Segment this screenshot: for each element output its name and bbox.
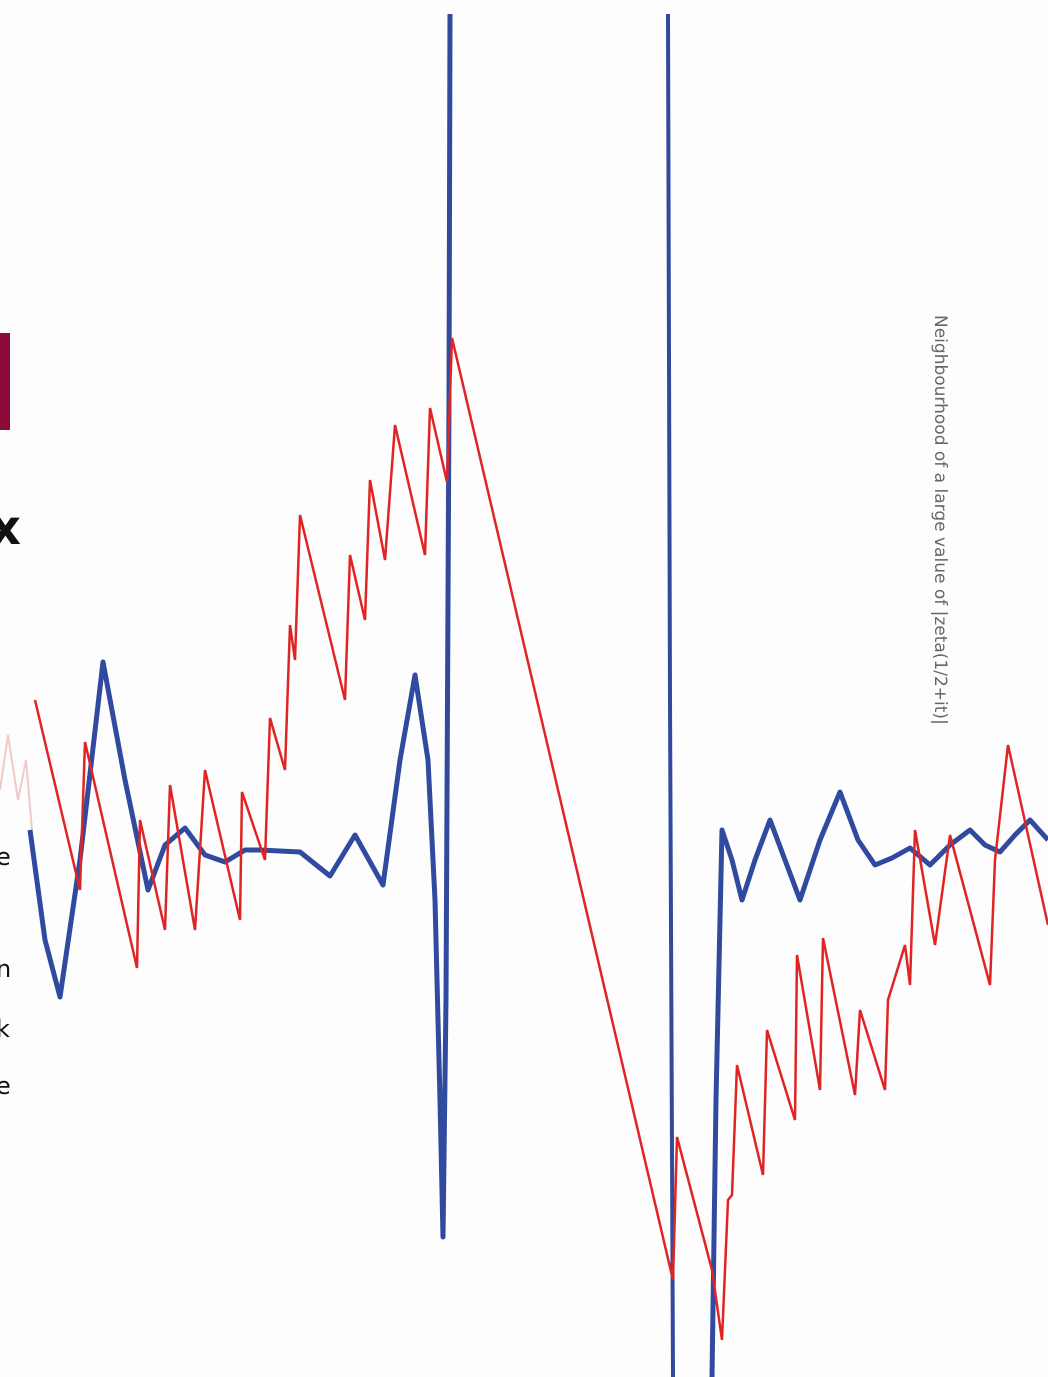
caption: Neighbourhood of a large value of |zeta(… <box>930 315 950 725</box>
side-block <box>0 333 10 430</box>
blue-spike <box>666 13 675 1377</box>
text-fragment: k <box>0 1015 10 1043</box>
faint-curve <box>0 734 33 831</box>
text-fragment: e <box>0 1072 11 1100</box>
text-fragment: e <box>0 843 11 871</box>
blue-curve <box>709 789 1048 1377</box>
text-fragment: x <box>0 500 21 556</box>
red-curve <box>33 337 1048 1341</box>
blue-curve <box>27 13 453 1240</box>
text-fragment: n <box>0 955 12 983</box>
